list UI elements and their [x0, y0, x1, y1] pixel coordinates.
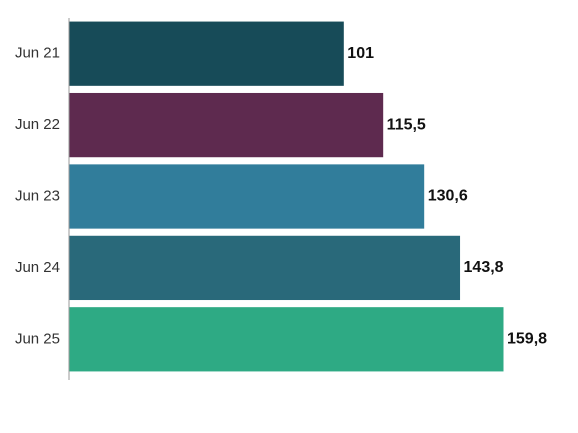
bar [69, 307, 504, 372]
data-label: 143,8 [464, 259, 504, 276]
bar [69, 21, 344, 86]
data-label: 159,8 [507, 331, 547, 348]
y-tick-label: Jun 21 [15, 45, 60, 62]
data-label: 101 [347, 45, 374, 62]
bar [69, 235, 461, 301]
bar [69, 92, 384, 158]
y-tick-label: Jun 25 [15, 330, 60, 347]
y-tick-label: Jun 22 [15, 116, 60, 133]
y-tick-label: Jun 23 [15, 187, 60, 204]
data-label: 115,5 [387, 116, 426, 133]
data-label: 130,6 [428, 188, 468, 205]
bar [69, 164, 425, 229]
y-tick-label: Jun 24 [15, 259, 60, 276]
